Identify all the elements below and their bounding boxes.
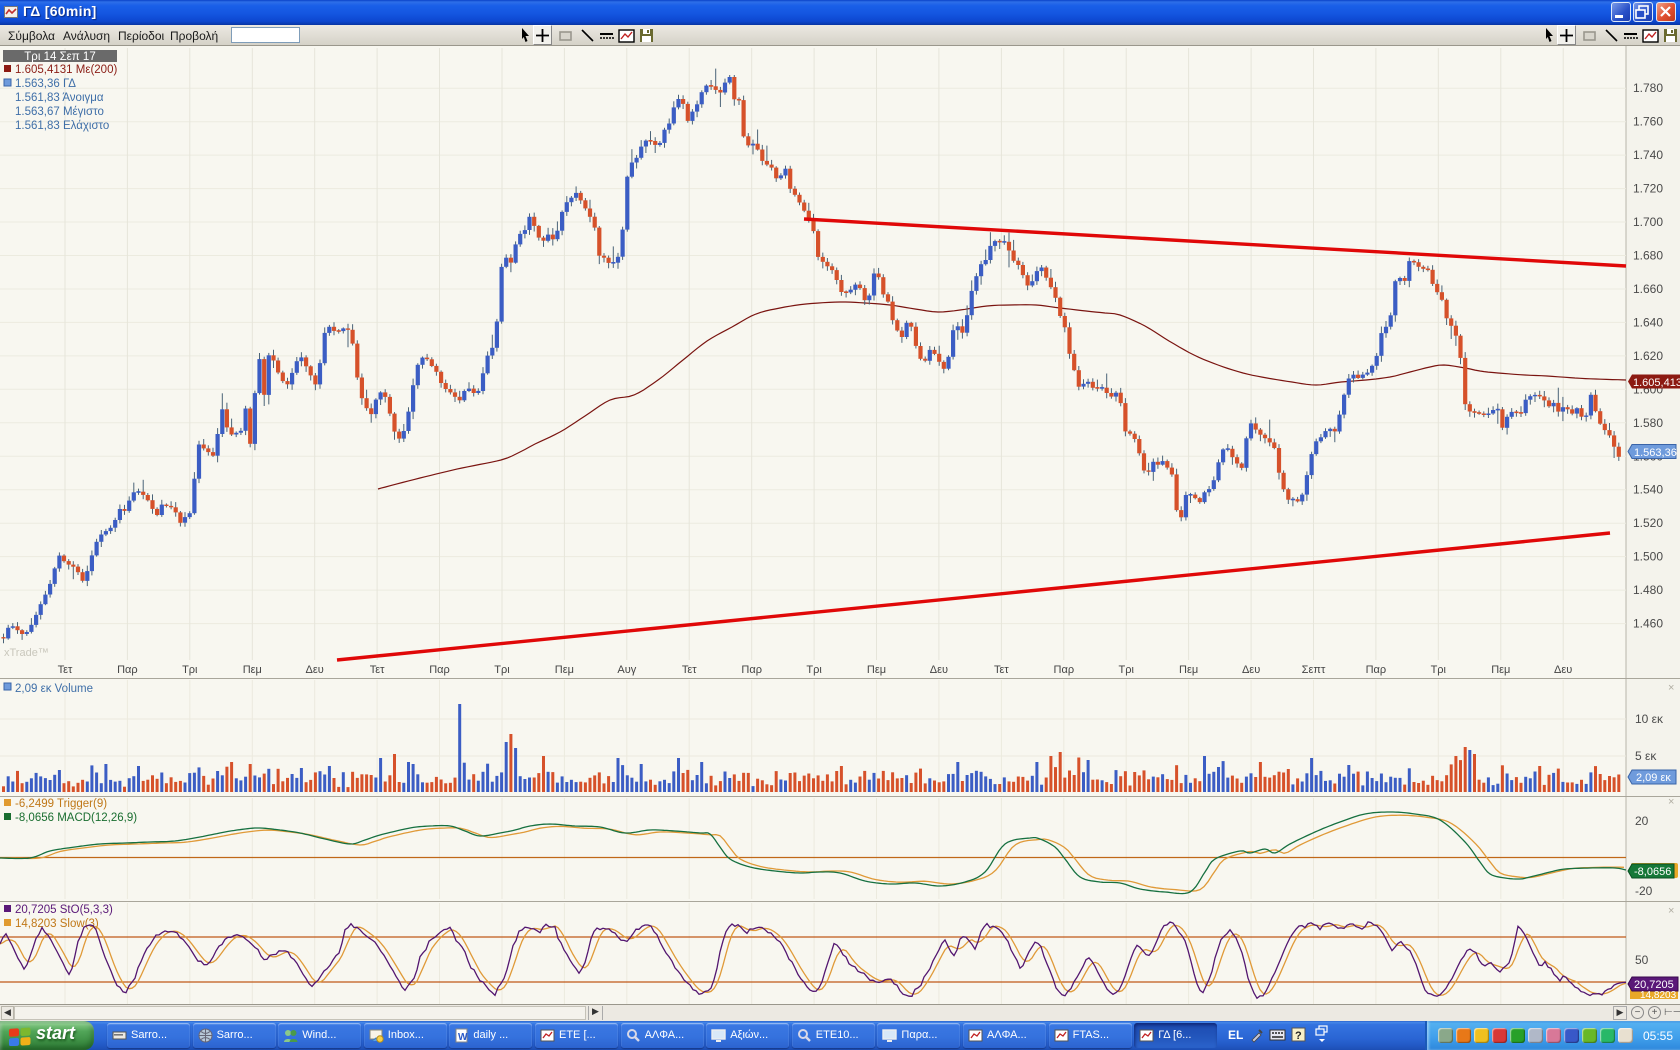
svg-text:?: ? [1295,1030,1302,1042]
svg-text:Παρ: Παρ [429,664,450,676]
svg-text:Πεμ: Πεμ [555,664,574,676]
svg-text:1.520: 1.520 [1633,516,1663,530]
svg-text:Τρι: Τρι [1431,664,1447,676]
svg-text:Σεπτ: Σεπτ [1302,664,1326,676]
svg-text:1.605,413: 1.605,413 [1633,377,1680,389]
svg-text:Τετ: Τετ [682,664,697,676]
svg-text:1.660: 1.660 [1633,282,1663,296]
svg-text:1.740: 1.740 [1633,148,1663,162]
svg-text:-20: -20 [1635,884,1653,898]
svg-text:Δευ: Δευ [930,664,948,676]
svg-text:2,09 εκ Volume: 2,09 εκ Volume [15,683,93,695]
svg-text:×: × [1668,905,1674,917]
svg-text:1.580: 1.580 [1633,416,1663,430]
svg-text:Τετ: Τετ [994,664,1009,676]
svg-text:1.563,67 Μέγιστο: 1.563,67 Μέγιστο [15,106,104,118]
svg-text:20,7205 StO(5,3,3): 20,7205 StO(5,3,3) [15,904,113,916]
svg-text:Πεμ: Πεμ [1491,664,1510,676]
svg-text:Τετ: Τετ [370,664,385,676]
svg-text:1.780: 1.780 [1633,81,1663,95]
svg-text:1.563,36: 1.563,36 [1634,447,1677,459]
svg-text:Τρι: Τρι [494,664,510,676]
svg-text:-8,0656 MACD(12,26,9): -8,0656 MACD(12,26,9) [15,812,137,824]
svg-text:1.561,83 Ελάχιστο: 1.561,83 Ελάχιστο [15,120,109,132]
svg-text:1.561,83 Άνοιγμα: 1.561,83 Άνοιγμα [15,92,104,104]
svg-text:1.640: 1.640 [1633,315,1663,329]
svg-text:Παρ: Παρ [1366,664,1387,676]
svg-text:Τρι: Τρι [1118,664,1134,676]
svg-text:1.680: 1.680 [1633,249,1663,263]
svg-text:-8,0656: -8,0656 [1634,866,1671,878]
svg-text:Πεμ: Πεμ [243,664,262,676]
svg-text:W: W [458,1032,468,1043]
svg-text:1.700: 1.700 [1633,215,1663,229]
svg-text:Παρ: Παρ [741,664,762,676]
svg-text:2,09 εκ: 2,09 εκ [1636,772,1671,784]
svg-text:Πεμ: Πεμ [1179,664,1198,676]
svg-text:-6,2499 Trigger(9): -6,2499 Trigger(9) [15,798,107,810]
svg-text:10 εκ: 10 εκ [1635,712,1664,726]
svg-text:50: 50 [1635,953,1649,967]
svg-text:1.500: 1.500 [1633,550,1663,564]
svg-text:1.563,36 ΓΔ: 1.563,36 ΓΔ [15,78,76,90]
svg-text:×: × [1668,796,1674,808]
svg-text:1.620: 1.620 [1633,349,1663,363]
svg-text:20,7205: 20,7205 [1634,979,1674,991]
svg-text:Πεμ: Πεμ [867,664,886,676]
svg-text:1.760: 1.760 [1633,115,1663,129]
svg-text:1.540: 1.540 [1633,483,1663,497]
svg-text:1.480: 1.480 [1633,583,1663,597]
svg-text:14,8203: 14,8203 [1640,990,1677,1001]
svg-text:1.460: 1.460 [1633,617,1663,631]
svg-text:Αυγ: Αυγ [617,664,636,676]
svg-text:5 εκ: 5 εκ [1635,749,1657,763]
svg-text:Παρ: Παρ [117,664,138,676]
svg-text:Τρι: Τρι [182,664,198,676]
svg-text:14,8203 Slow(3): 14,8203 Slow(3) [15,918,99,930]
svg-text:Τρι 14 Σεπ 17: Τρι 14 Σεπ 17 [24,51,95,63]
svg-text:xTrade™: xTrade™ [4,647,49,659]
svg-text:Δευ: Δευ [1554,664,1572,676]
svg-text:1.605,4131 Με(200): 1.605,4131 Με(200) [15,64,117,76]
svg-text:20: 20 [1635,814,1649,828]
svg-text:1.720: 1.720 [1633,182,1663,196]
svg-text:Δευ: Δευ [1242,664,1260,676]
svg-text:Παρ: Παρ [1054,664,1075,676]
svg-text:Τετ: Τετ [58,664,73,676]
svg-text:×: × [1668,682,1674,694]
svg-text:Τρι: Τρι [806,664,822,676]
svg-text:Δευ: Δευ [306,664,324,676]
